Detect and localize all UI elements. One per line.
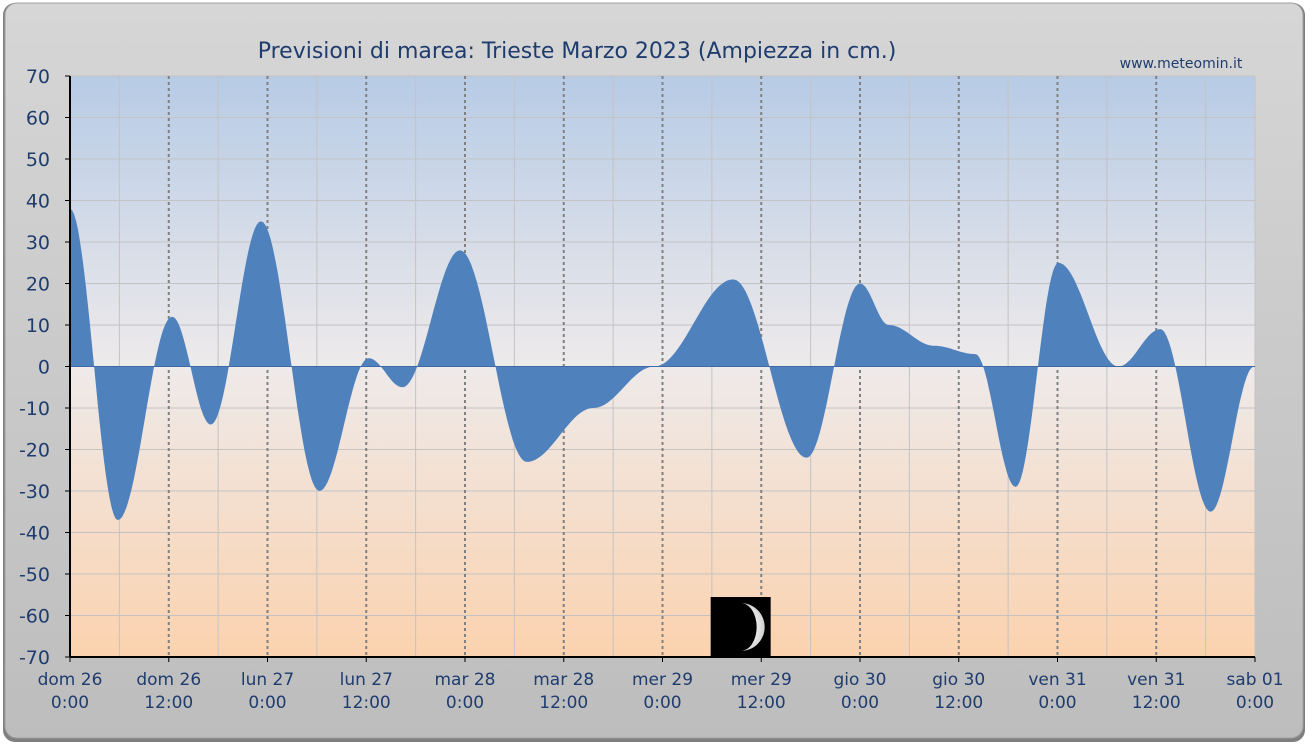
x-tick-time: 12:00 <box>1132 693 1181 713</box>
x-tick-label: ven 31 12:00 <box>1127 670 1185 713</box>
x-tick-time: 0:00 <box>51 693 89 713</box>
x-tick-day-date: mer 29 <box>731 670 792 690</box>
x-tick-label: ven 31 0:00 <box>1028 670 1086 713</box>
x-tick-label: lun 27 0:00 <box>241 670 294 713</box>
x-tick-label: lun 27 12:00 <box>340 670 393 713</box>
tide-area-layer <box>70 208 1255 521</box>
x-tick-day-date: mer 29 <box>632 670 693 690</box>
x-tick-label: dom 26 12:00 <box>136 670 201 713</box>
x-tick-day-date: lun 27 <box>241 670 294 690</box>
y-tick-label: -40 <box>19 523 50 545</box>
moon-crescent <box>740 603 765 651</box>
chart-title: Previsioni di marea: Trieste Marzo 2023 … <box>258 39 897 64</box>
x-tick-time: 12:00 <box>934 693 983 713</box>
x-tick-label: gio 30 12:00 <box>932 670 985 713</box>
x-tick-time: 0:00 <box>446 693 484 713</box>
y-tick-label: -70 <box>19 647 50 669</box>
x-tick-label: mar 28 0:00 <box>434 670 495 713</box>
x-tick-day-date: dom 26 <box>136 670 201 690</box>
x-tick-time: 0:00 <box>1038 693 1076 713</box>
x-tick-day-date: sab 01 <box>1226 670 1283 690</box>
x-tick-day-date: gio 30 <box>932 670 985 690</box>
y-tick-label: -20 <box>19 440 50 462</box>
x-tick-time: 12:00 <box>342 693 391 713</box>
y-tick-label: 60 <box>26 108 50 130</box>
y-tick-label: 20 <box>26 274 50 296</box>
watermark: www.meteomin.it <box>1120 56 1243 72</box>
y-tick-label: -30 <box>19 481 50 503</box>
x-tick-label: mar 28 12:00 <box>533 670 594 713</box>
y-tick-label: 30 <box>26 232 50 254</box>
x-tick-day-date: dom 26 <box>38 670 103 690</box>
x-tick-label: mer 29 0:00 <box>632 670 693 713</box>
moon-layer <box>710 597 771 657</box>
x-tick-time: 0:00 <box>248 693 286 713</box>
y-tick-label: 10 <box>26 315 50 337</box>
x-tick-day-date: mar 28 <box>434 670 495 690</box>
y-tick-label: 50 <box>26 149 50 171</box>
x-tick-day-date: gio 30 <box>834 670 887 690</box>
x-tick-time: 12:00 <box>737 693 786 713</box>
x-tick-day-date: ven 31 <box>1028 670 1086 690</box>
x-tick-day-date: ven 31 <box>1127 670 1185 690</box>
axes <box>65 75 1256 662</box>
x-tick-time: 12:00 <box>539 693 588 713</box>
x-tick-label: gio 30 0:00 <box>834 670 887 713</box>
x-tick-time: 12:00 <box>144 693 193 713</box>
x-tick-label: mer 29 12:00 <box>731 670 792 713</box>
x-tick-day-date: mar 28 <box>533 670 594 690</box>
x-tick-time: 0:00 <box>841 693 879 713</box>
y-tick-label: 0 <box>38 357 50 379</box>
x-tick-time: 0:00 <box>1236 693 1274 713</box>
y-tick-label: 40 <box>26 191 50 213</box>
y-axis-labels: 70 60 50 40 30 20 10 0 -10 -20 -30 -40 -50 -60 -70 <box>19 66 50 669</box>
y-tick-label: -60 <box>19 606 50 628</box>
waxing-crescent-moon-icon <box>710 597 771 657</box>
y-tick-label: -50 <box>19 564 50 586</box>
y-tick-label: -10 <box>19 398 50 420</box>
x-tick-label: dom 26 0:00 <box>38 670 103 713</box>
x-tick-day-date: lun 27 <box>340 670 393 690</box>
tide-area <box>70 208 1255 521</box>
y-tick-label: 70 <box>26 66 50 88</box>
x-axis-labels: dom 26 0:00 dom 26 12:00 lun 27 0:00 lun 27 12:… <box>38 670 1284 713</box>
x-tick-label: sab 01 0:00 <box>1226 670 1283 713</box>
x-tick-time: 0:00 <box>643 693 681 713</box>
